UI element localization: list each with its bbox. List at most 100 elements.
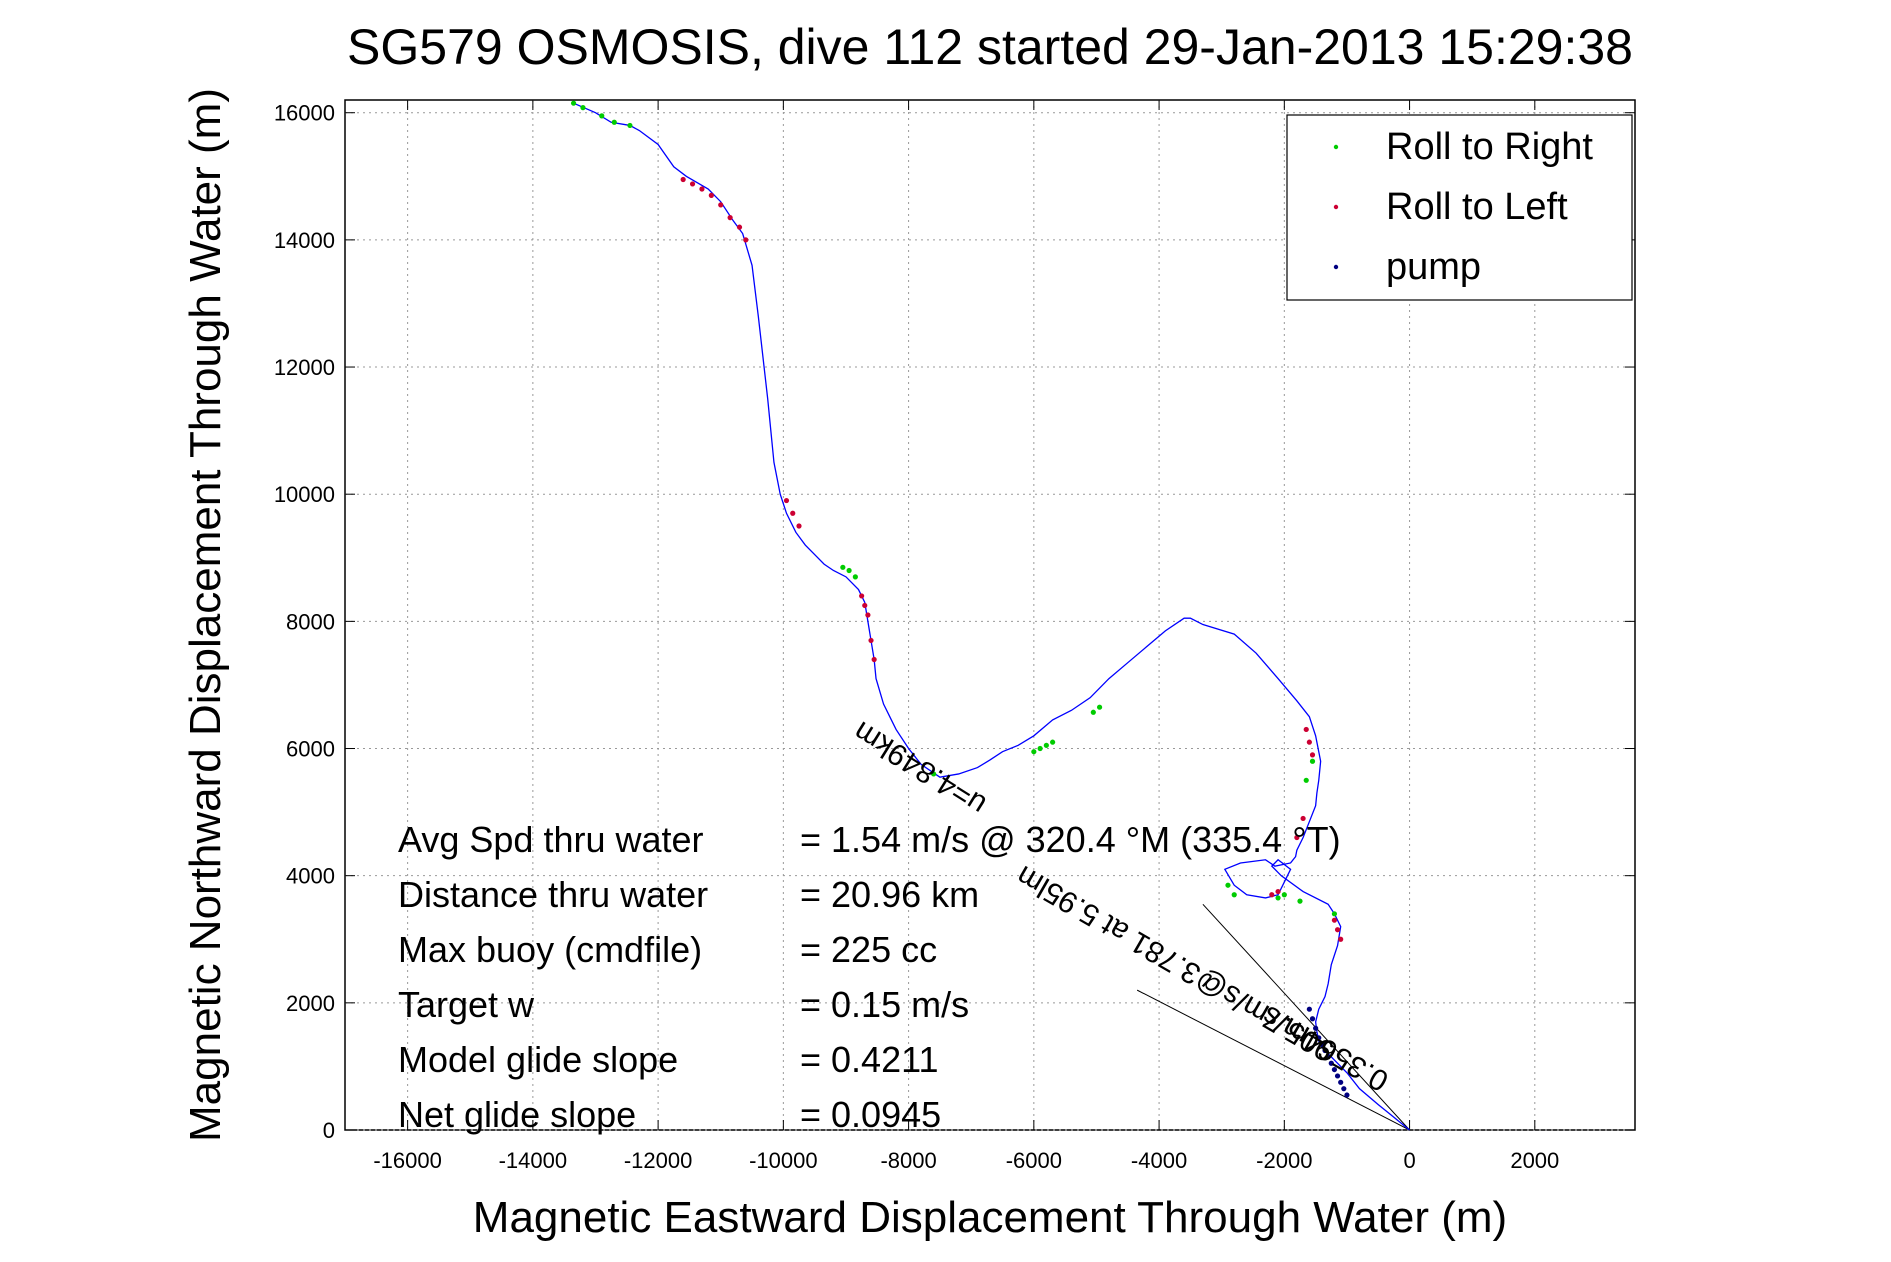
- roll-to-right-point: [931, 771, 937, 777]
- roll-to-left-point: [743, 237, 749, 243]
- roll-to-right-point: [852, 574, 858, 580]
- roll-to-right-point: [1096, 704, 1103, 710]
- reference-line: [1202, 903, 1410, 1131]
- roll-to-left-point: [708, 192, 714, 198]
- pump-point: [1331, 1066, 1338, 1073]
- pump-point: [1341, 1086, 1347, 1092]
- pump-point: [1313, 1025, 1319, 1031]
- roll-to-right-point: [1090, 709, 1096, 715]
- y-tick-label: 10000: [274, 482, 335, 507]
- legend: Roll to Right Roll to Left pump: [1286, 114, 1633, 301]
- roll-to-left-point: [1275, 888, 1281, 895]
- stat-value: = 1.54 m/s @ 320.4 °M (335.4 °T): [800, 819, 1341, 860]
- legend-marker: [1333, 204, 1339, 210]
- legend-label: pump: [1386, 246, 1481, 288]
- roll-to-left-point: [790, 510, 796, 516]
- stat-label: Net glide slope: [398, 1094, 636, 1135]
- roll-to-left-point: [1269, 892, 1275, 898]
- roll-to-left-point: [718, 202, 724, 208]
- roll-to-right-point: [1303, 777, 1309, 783]
- roll-to-right-point: [846, 567, 852, 574]
- legend-label: Roll to Left: [1386, 186, 1568, 228]
- roll-to-left-point: [796, 523, 802, 529]
- roll-to-right-point: [580, 105, 586, 111]
- roll-to-left-point: [862, 602, 868, 609]
- x-tick-label: -2000: [1256, 1148, 1312, 1173]
- stat-value: = 0.4211: [800, 1039, 938, 1080]
- roll-to-left-point: [727, 215, 733, 221]
- pump-point: [1319, 1041, 1325, 1047]
- y-tick-label: 8000: [286, 609, 335, 634]
- ticks: -16000 -14000 -12000 -10000 -8000 -6000 -4000 -…: [274, 100, 1635, 1173]
- roll-to-right-point: [627, 122, 633, 129]
- roll-to-left-point: [699, 186, 705, 192]
- roll-to-right-point: [1297, 898, 1303, 904]
- x-tick-label: -12000: [624, 1148, 693, 1173]
- legend-box: [1286, 114, 1633, 301]
- roll-to-right-point: [1043, 742, 1049, 748]
- reference-lines: [1136, 903, 1410, 1131]
- roll-to-right-point: [1275, 895, 1281, 901]
- roll-to-right-point: [1050, 739, 1056, 745]
- x-tick-label: 2000: [1510, 1148, 1559, 1173]
- y-tick-label: 16000: [274, 101, 335, 126]
- pump-point: [1344, 1092, 1350, 1098]
- pump-point: [1334, 1073, 1341, 1079]
- stat-label: Avg Spd thru water: [398, 819, 704, 860]
- y-tick-label: 14000: [274, 228, 335, 253]
- roll-to-left-point: [1294, 834, 1300, 841]
- roll-to-right-point: [1281, 892, 1287, 898]
- roll-to-left-point: [736, 224, 743, 230]
- y-axis-label: Magnetic Northward Displacement Through …: [181, 88, 230, 1142]
- roll-to-right-point: [611, 119, 617, 125]
- roll-to-left-point: [680, 176, 686, 183]
- stat-label: Model glide slope: [398, 1039, 678, 1080]
- x-axis-label: Magnetic Eastward Displacement Through W…: [473, 1193, 1507, 1242]
- roll-to-right-point: [1225, 882, 1231, 888]
- roll-to-left-point: [865, 612, 871, 618]
- roll-to-right-point: [599, 113, 605, 119]
- x-tick-label: -4000: [1131, 1148, 1187, 1173]
- stats-block: Avg Spd thru water = 1.54 m/s @ 320.4 °M …: [398, 819, 1341, 1135]
- roll-to-right-point: [1231, 892, 1237, 898]
- pump-point: [1338, 1079, 1344, 1085]
- x-tick-label: -10000: [749, 1148, 818, 1173]
- legend-marker: [1333, 144, 1339, 150]
- roll-to-right-point: [1309, 758, 1316, 764]
- y-tick-label: 6000: [286, 737, 335, 762]
- roll-to-left-point: [1338, 936, 1344, 942]
- stat-value: = 0.0945: [800, 1094, 941, 1135]
- roll-to-right-point: [1037, 745, 1043, 752]
- x-tick-label: -8000: [880, 1148, 936, 1173]
- pump-point: [1316, 1035, 1322, 1041]
- x-tick-label: -16000: [373, 1148, 442, 1173]
- legend-label: Roll to Right: [1386, 126, 1593, 168]
- pump-point: [1325, 1054, 1331, 1060]
- roll-to-left-point: [868, 637, 874, 644]
- y-tick-label: 12000: [274, 355, 335, 380]
- roll-to-right-point: [1031, 749, 1037, 755]
- roll-to-right-point: [570, 100, 577, 106]
- y-tick-label: 2000: [286, 991, 335, 1016]
- stat-value: = 225 cc: [800, 929, 937, 970]
- roll-to-left-point: [783, 497, 790, 504]
- roll-to-left-point: [1306, 739, 1312, 745]
- x-tick-label: 0: [1403, 1148, 1415, 1173]
- roll-to-left-point: [1334, 927, 1341, 933]
- stat-value: = 0.15 m/s: [800, 984, 969, 1025]
- roll-to-right-point: [840, 564, 846, 570]
- pump-point: [1306, 1006, 1312, 1012]
- reference-line: [1136, 989, 1410, 1131]
- stat-label: Max buoy (cmdfile): [398, 929, 702, 970]
- stat-label: Distance thru water: [398, 874, 708, 915]
- markers: [570, 100, 1350, 1098]
- roll-to-left-point: [871, 656, 877, 663]
- legend-marker: [1333, 264, 1339, 270]
- pump-point: [1309, 1016, 1316, 1022]
- y-tick-label: 0: [323, 1118, 335, 1143]
- y-tick-label: 4000: [286, 864, 335, 889]
- roll-to-left-point: [1331, 917, 1338, 923]
- roll-to-left-point: [689, 181, 696, 187]
- roll-to-left-point: [1303, 726, 1309, 733]
